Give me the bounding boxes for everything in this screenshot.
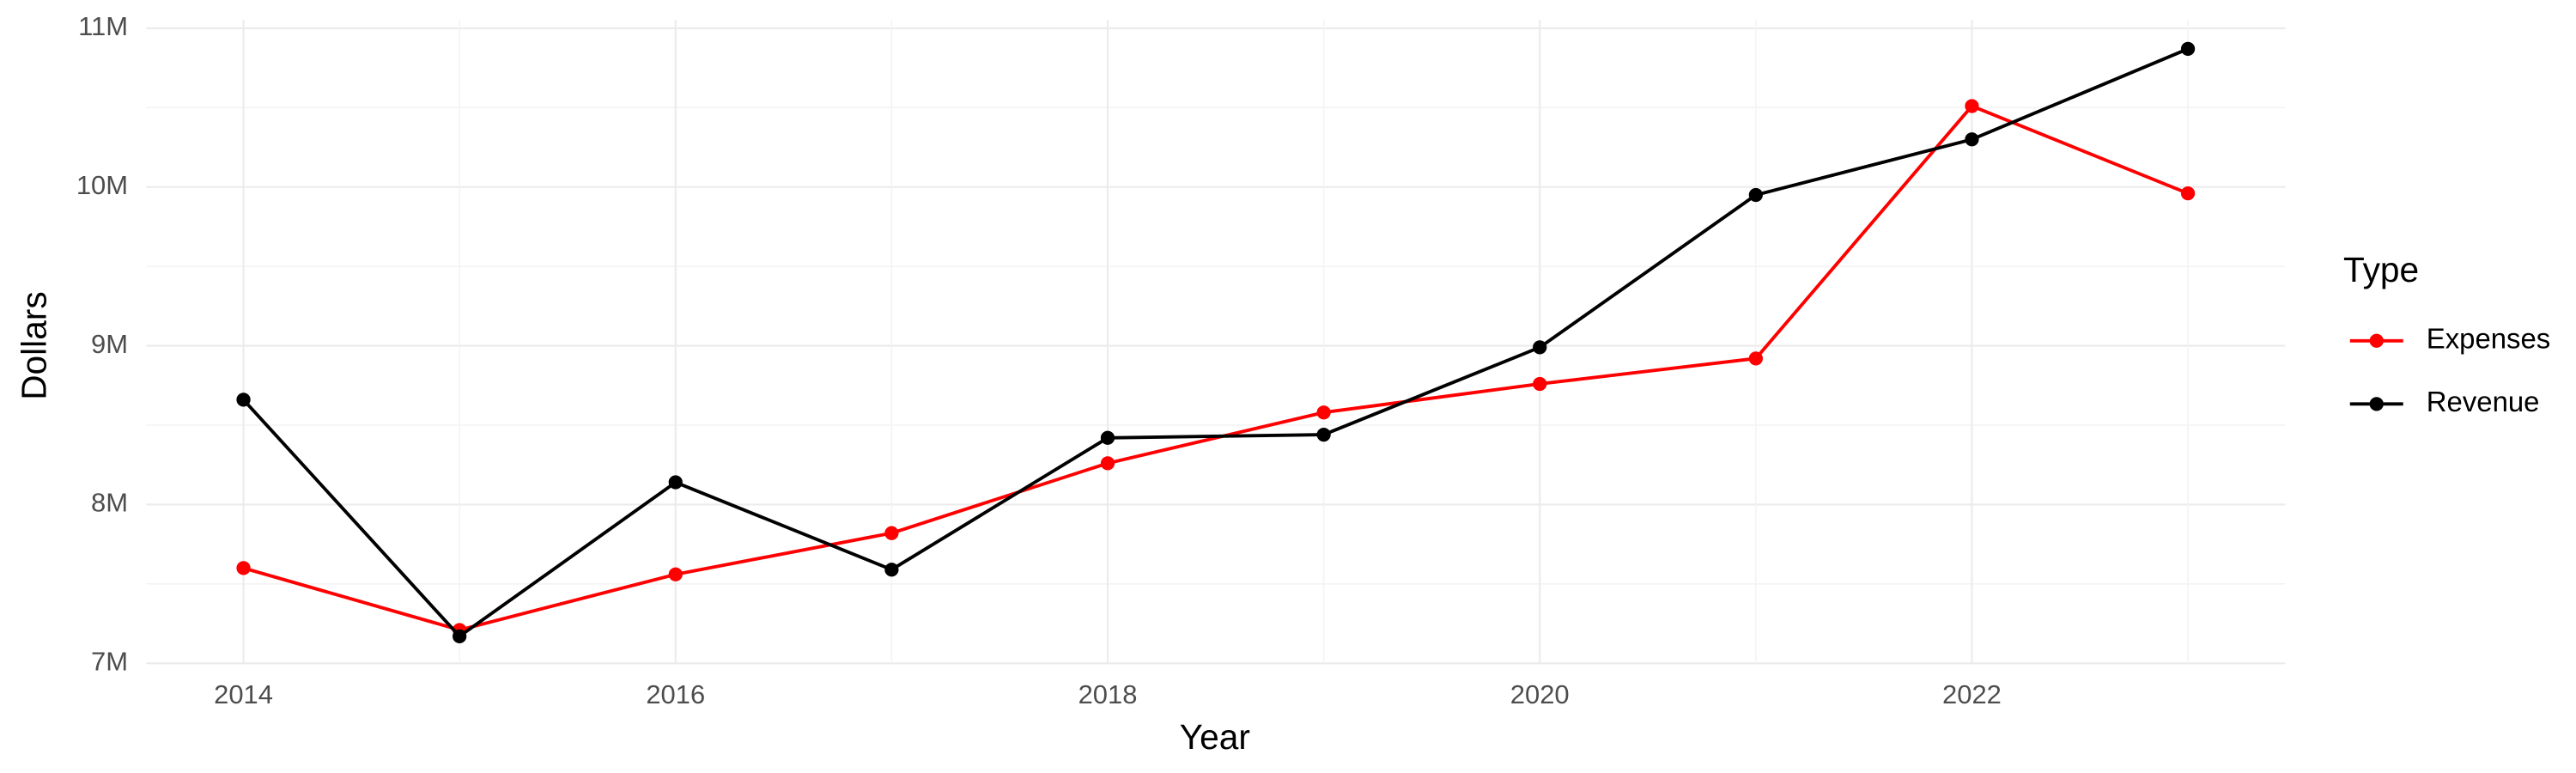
legend-key-point [2369, 333, 2384, 348]
data-point [1316, 405, 1331, 420]
legend-label: Expenses [2427, 322, 2550, 354]
data-point [1748, 187, 1763, 203]
y-tick-label: 7M [91, 646, 128, 676]
data-point [1965, 132, 1979, 147]
y-tick-label: 8M [91, 488, 128, 518]
x-tick-label: 2022 [1942, 679, 2002, 709]
y-axis-title: Dollars [14, 291, 53, 399]
data-point [668, 567, 683, 581]
grid: 7M 8M 9M 10M 11M 2014 2016 2018 2020 2022 [76, 11, 2286, 709]
data-point [453, 629, 467, 643]
x-axis-title: Year [1180, 717, 1250, 757]
data-point [1748, 351, 1763, 366]
legend-title: Type [2343, 250, 2419, 289]
data-point [668, 475, 683, 490]
data-point [1965, 99, 1979, 113]
series-line [242, 47, 2189, 639]
y-tick-label: 10M [76, 170, 128, 200]
data-point [884, 526, 899, 540]
data-point [1316, 427, 1331, 442]
data-point [236, 561, 251, 575]
data-point [2180, 41, 2196, 57]
data-point [884, 563, 899, 577]
x-tick-label: 2020 [1510, 679, 1570, 709]
y-tick-label: 11M [78, 11, 128, 41]
data-point [1533, 376, 1547, 392]
legend: Type Expenses Revenue [2343, 250, 2550, 417]
plot [236, 41, 2196, 643]
legend-label: Revenue [2427, 386, 2540, 417]
x-tick-label: 2016 [646, 679, 705, 709]
data-point [2180, 186, 2196, 201]
series-line [243, 104, 2189, 632]
y-tick-label: 9M [91, 329, 128, 359]
x-tick-label: 2018 [1078, 679, 1138, 709]
data-point [1100, 430, 1115, 445]
data-point [1533, 340, 1547, 355]
x-tick-label: 2014 [214, 679, 273, 709]
data-point [1100, 456, 1115, 471]
legend-key-point [2369, 397, 2384, 411]
data-point [236, 393, 251, 407]
